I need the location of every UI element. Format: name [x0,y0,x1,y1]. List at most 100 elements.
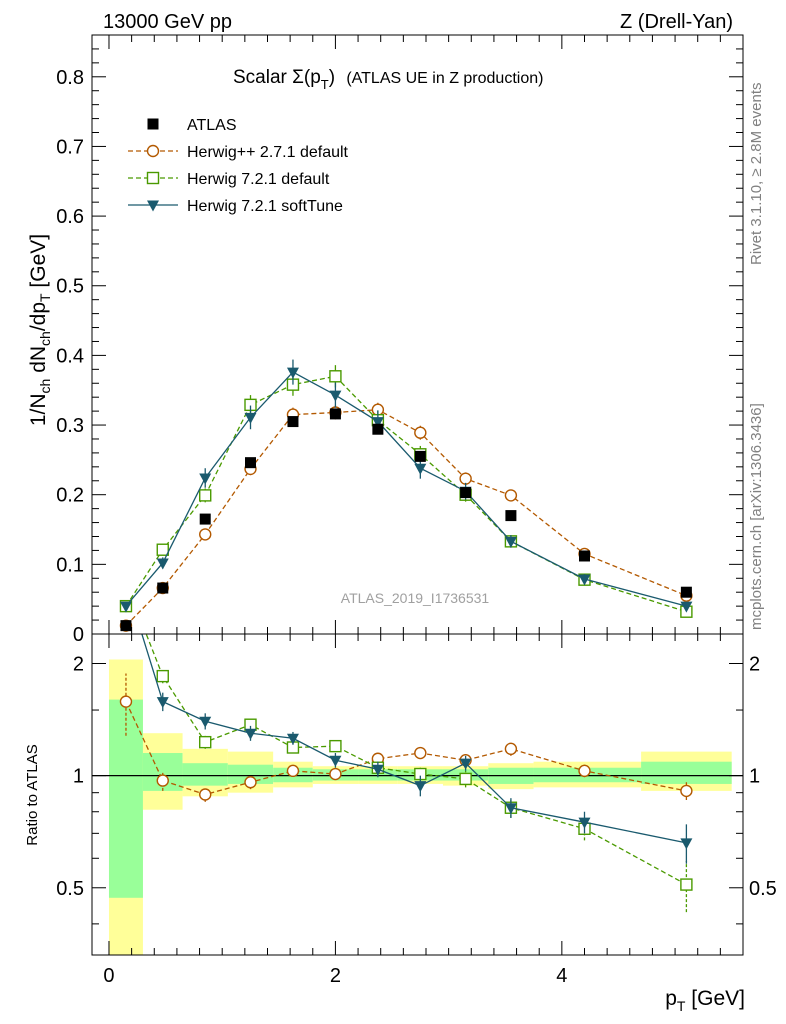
ratio-point-softtune [680,838,693,850]
point-atlas [245,457,257,469]
ratio-series-herwig721 [120,577,693,913]
plot-title: Scalar Σ(pT) (ATLAS UE in Z production) [233,67,543,92]
ratio-point-herwig721 [199,735,212,749]
ratio-line-herwig721 [145,634,687,886]
legend: ATLAS Herwig++ 2.7.1 default Herwig 7.2.1 … [128,117,349,215]
point-softtune [119,601,132,613]
main-y-tick-label: 0.6 [56,206,84,228]
point-atlas [199,513,211,525]
ratio-point-softtune [578,817,591,829]
point-atlas [329,408,341,420]
rivet-label: Rivet 3.1.10, ≥ 2.8M events [748,83,765,266]
series-line-herwig721 [125,375,687,613]
ratio-point-herwigpp [680,784,693,798]
point-softtune [244,412,257,424]
legend-marker-softtune [147,200,159,212]
ratio-point-herwig721 [459,772,472,786]
point-atlas [372,423,384,435]
ratio-series-group [119,577,693,913]
ratio-point-softtune [120,578,132,589]
main-y-tick-label: 0.1 [56,554,84,576]
main-y-tick-label: 0 [73,624,84,646]
ratio-plot-area [119,577,693,913]
x-tick-label: 4 [556,965,567,987]
x-axis-label: pT [GeV] [665,987,745,1014]
main-y-ticks: 0 0.1 0.2 0.3 0.4 0.5 0.6 0.7 0.8 [56,48,743,646]
point-atlas [460,487,472,499]
ratio-point-herwigpp [578,764,591,778]
ratio-point-softtune [156,697,169,709]
ratio-point-herwig721 [680,878,693,891]
ratio-point-herwig721 [156,669,169,683]
plot-title-main: Scalar Σ(p [233,67,321,88]
ratio-panel: 0.5 0.5 1 1 2 2 0 2 4 Ratio to ATLAS pT [GeV] [24,35,777,1014]
ratio-y-tick-label: 0.5 [56,878,84,900]
series-herwig721 [119,365,693,618]
ratio-point-softtune [286,733,299,745]
y-axis-label-ratio: Ratio to ATLAS [24,744,41,845]
ratio-y-tick-label-right: 2 [749,653,760,675]
ratio-point-softtune [504,803,517,815]
point-herwigpp [199,528,212,541]
ratio-y-tick-label: 2 [73,653,84,675]
point-softtune [286,367,299,379]
ratio-point-softtune [199,716,212,728]
main-y-tick-label: 0.5 [56,276,84,298]
ratio-point-herwigpp [286,764,300,778]
point-softtune [578,574,591,586]
point-herwig721 [156,543,169,556]
ratio-series-softtune [120,578,693,864]
ratio-point-herwigpp [504,742,518,756]
series-softtune [119,359,693,613]
point-atlas [505,510,517,522]
legend-entry-herwig721: Herwig 7.2.1 default [128,171,330,188]
main-panel: 0 0.1 0.2 0.3 0.4 0.5 0.6 0.7 0.8 Scalar Σ(pT) (… [27,34,744,646]
point-herwigpp [504,489,518,502]
legend-marker-herwig721 [146,171,160,185]
series-line-softtune [125,371,687,607]
band-inner-bin [182,763,228,786]
point-atlas [287,416,299,428]
analysis-id: ATLAS_2019_I1736531 [341,590,490,606]
point-herwigpp [459,472,472,485]
point-atlas [680,586,692,598]
header-left: 13000 GeV pp [103,11,232,33]
main-plot-area [119,359,693,632]
point-softtune [414,463,427,475]
header-right: Z (Drell-Yan) [620,11,733,33]
ratio-point-herwigpp [156,774,169,787]
ratio-point-herwig721 [329,739,342,753]
legend-entry-atlas: ATLAS [147,117,237,134]
main-y-tick-label: 0.3 [56,415,84,437]
ratio-point-herwigpp [119,695,133,708]
ratio-point-softtune [414,781,427,793]
point-softtune [199,473,212,485]
ratio-point-herwigpp [244,776,257,789]
ratio-point-softtune [329,755,342,767]
plot-title-sub: T [321,77,329,92]
point-atlas [578,550,590,562]
legend-marker-atlas [147,118,159,130]
ratio-point-softtune [244,728,257,740]
ratio-point-herwig721 [120,577,131,588]
point-atlas [120,620,132,632]
x-tick-label: 2 [330,965,341,987]
ratio-bands [92,659,743,955]
x-ticks: 0 2 4 [103,35,721,987]
ratio-line-softtune [141,634,687,844]
point-herwig721 [329,370,342,383]
legend-entry-softtune: Herwig 7.2.1 softTune [128,198,343,215]
legend-label-herwig721: Herwig 7.2.1 default [187,171,330,188]
ratio-line-herwigpp [125,701,687,796]
ratio-point-softtune [371,764,384,776]
mcplots-label: mcplots.cern.ch [arXiv:1306.3436] [748,403,765,630]
main-y-tick-label: 0.4 [56,345,84,367]
x-tick-label: 0 [103,965,114,987]
ratio-point-herwigpp [329,767,342,781]
legend-label-softtune: Herwig 7.2.1 softTune [187,198,343,215]
ratio-point-herwigpp [199,788,212,801]
plot-title-rest: (ATLAS UE in Z production) [346,70,543,87]
plot-title-close: ) [329,67,335,88]
ratio-y-tick-label: 1 [73,766,84,788]
